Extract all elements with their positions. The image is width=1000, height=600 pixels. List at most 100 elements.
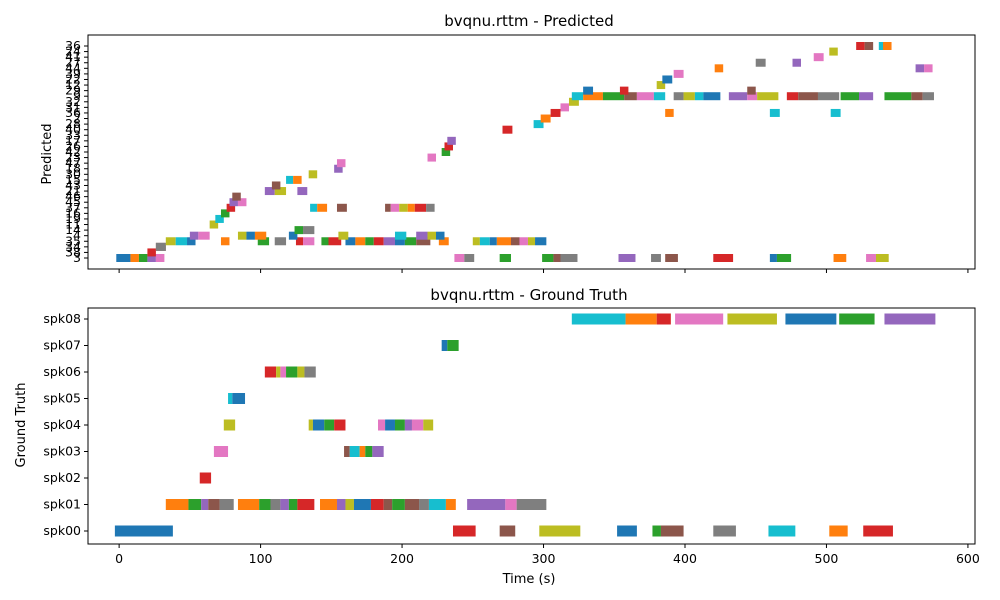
segment-bar [533,120,544,129]
segment-bar [297,499,315,510]
segment-bar [213,446,229,457]
x-tick-label: 300 [532,551,556,566]
y-tick-label: 18 [65,161,81,176]
segment-bar [280,366,287,378]
ground-truth-ylabel: Ground Truth [14,383,29,468]
ground-truth-axes-frame [87,307,976,545]
segment-bar [295,237,304,246]
segment-bar [924,64,933,73]
segment-bar [116,254,131,262]
segment-bar [479,237,490,246]
segment-bar [226,203,236,212]
segment-bar [447,136,456,145]
segment-bar [839,313,875,325]
segment-bar [602,92,625,101]
segment-bar [365,446,373,457]
segment-bar [776,254,792,262]
predicted-y-ticks: 3383435414111916374546214315301847234226… [65,38,88,265]
segment-bar [540,114,551,123]
segment-bar [864,42,874,50]
segment-bar [372,446,384,457]
segment-bar [454,254,465,262]
y-tick-label: 26 [65,138,81,153]
y-tick-label: 44 [65,60,81,75]
segment-bar [365,237,374,246]
y-tick-label: 41 [65,49,81,64]
predicted-title: bvqnu.rttm - Predicted [444,12,614,30]
segment-bar [416,231,428,240]
segment-bar [427,153,437,162]
segment-bar [370,499,384,510]
segment-bar [353,499,371,510]
segment-bar [665,254,678,262]
segment-bar [817,92,840,101]
y-tick-label: 24 [65,44,81,59]
y-tick-label: spk08 [43,311,81,326]
segment-bar [411,419,424,431]
segment-bar [683,92,695,101]
segment-bar [427,231,437,240]
segment-bar [728,92,748,101]
segment-bar [583,92,603,101]
segment-bar [840,92,859,101]
y-tick-label: 30 [65,166,81,181]
segment-bar [499,525,516,537]
segment-bar [414,203,427,212]
segment-bar [189,231,199,240]
segment-bar [539,525,581,537]
segment-bar [288,499,298,510]
y-tick-label: spk04 [43,417,81,432]
segment-bar [155,254,165,262]
segment-bar [560,254,578,262]
segment-bar [407,203,415,212]
segment-bar [264,366,277,378]
y-tick-label: 21 [65,183,81,198]
y-tick-label: 40 [65,122,81,137]
y-tick-label: spk02 [43,470,81,485]
segment-bar [747,92,758,101]
segment-bar [571,92,584,101]
segment-bar [755,58,766,67]
segment-bar [510,237,520,246]
segment-bar [829,525,848,537]
segment-bar [694,92,704,101]
ground-truth-title: bvqnu.rttm - Ground Truth [430,286,627,304]
segment-bar [320,499,337,510]
segment-bar [383,499,393,510]
segment-bar [496,237,511,246]
y-tick-label: 27 [65,55,81,70]
segment-bar [308,419,313,431]
segment-bar [317,203,328,212]
segment-bar [714,64,724,73]
segment-bar [270,499,281,510]
segment-bar [246,231,255,240]
segment-bar [274,237,287,246]
segment-bar [345,499,354,510]
segment-bar [201,499,209,510]
segment-bar [254,231,267,240]
segment-bar [535,237,547,246]
segment-bar [656,81,666,90]
segment-bar [438,237,449,246]
segment-bar [385,419,395,431]
segment-bar [883,42,892,50]
segment-bar [228,393,233,404]
x-tick-label: 100 [249,551,273,566]
segment-bar [304,366,316,378]
segment-bar [334,164,343,173]
segment-bar [769,108,780,117]
segment-bar [428,499,446,510]
y-tick-label: 4 [73,228,81,243]
segment-bar [373,237,384,246]
y-tick-label: 36 [65,105,81,120]
segment-bar [237,198,247,207]
y-tick-label: 12 [65,77,81,92]
segment-bar [884,313,936,325]
segment-bar [441,340,448,351]
y-tick-label: 35 [65,233,81,248]
segment-bar [345,237,356,246]
x-tick-label: 0 [115,551,123,566]
y-tick-label: 3 [73,250,81,265]
segment-bar [416,237,431,246]
segment-bar [502,125,513,134]
